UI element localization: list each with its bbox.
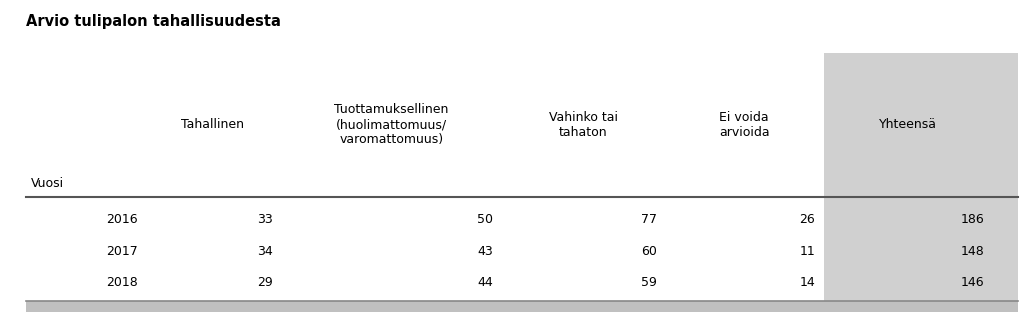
- Text: Yhteensä: Yhteensä: [879, 118, 937, 131]
- Text: Vahinko tai
tahaton: Vahinko tai tahaton: [548, 111, 618, 139]
- Text: 60: 60: [640, 245, 657, 258]
- Text: 14: 14: [800, 276, 815, 289]
- Text: 2016: 2016: [106, 213, 138, 227]
- Bar: [26, 301, 1018, 312]
- Text: Arvio tulipalon tahallisuudesta: Arvio tulipalon tahallisuudesta: [26, 14, 280, 29]
- Text: Tuottamuksellinen
(huolimattomuus/
varomattomuus): Tuottamuksellinen (huolimattomuus/ varom…: [335, 103, 448, 146]
- Text: 26: 26: [800, 213, 815, 227]
- Text: 29: 29: [258, 276, 273, 289]
- Text: 77: 77: [640, 213, 657, 227]
- Text: 2017: 2017: [106, 245, 138, 258]
- Text: Ei voida
arvioida: Ei voida arvioida: [719, 111, 769, 139]
- Text: Tahallinen: Tahallinen: [181, 118, 243, 131]
- Text: 11: 11: [800, 245, 815, 258]
- Bar: [824, 53, 1018, 312]
- Text: 33: 33: [258, 213, 273, 227]
- Text: 44: 44: [478, 276, 493, 289]
- Text: 148: 148: [961, 245, 984, 258]
- Text: Vuosi: Vuosi: [31, 177, 63, 190]
- Text: 50: 50: [477, 213, 493, 227]
- Text: 34: 34: [258, 245, 273, 258]
- Text: 43: 43: [478, 245, 493, 258]
- Text: 59: 59: [640, 276, 657, 289]
- Text: 146: 146: [961, 276, 984, 289]
- Text: 186: 186: [961, 213, 984, 227]
- Text: 2018: 2018: [106, 276, 138, 289]
